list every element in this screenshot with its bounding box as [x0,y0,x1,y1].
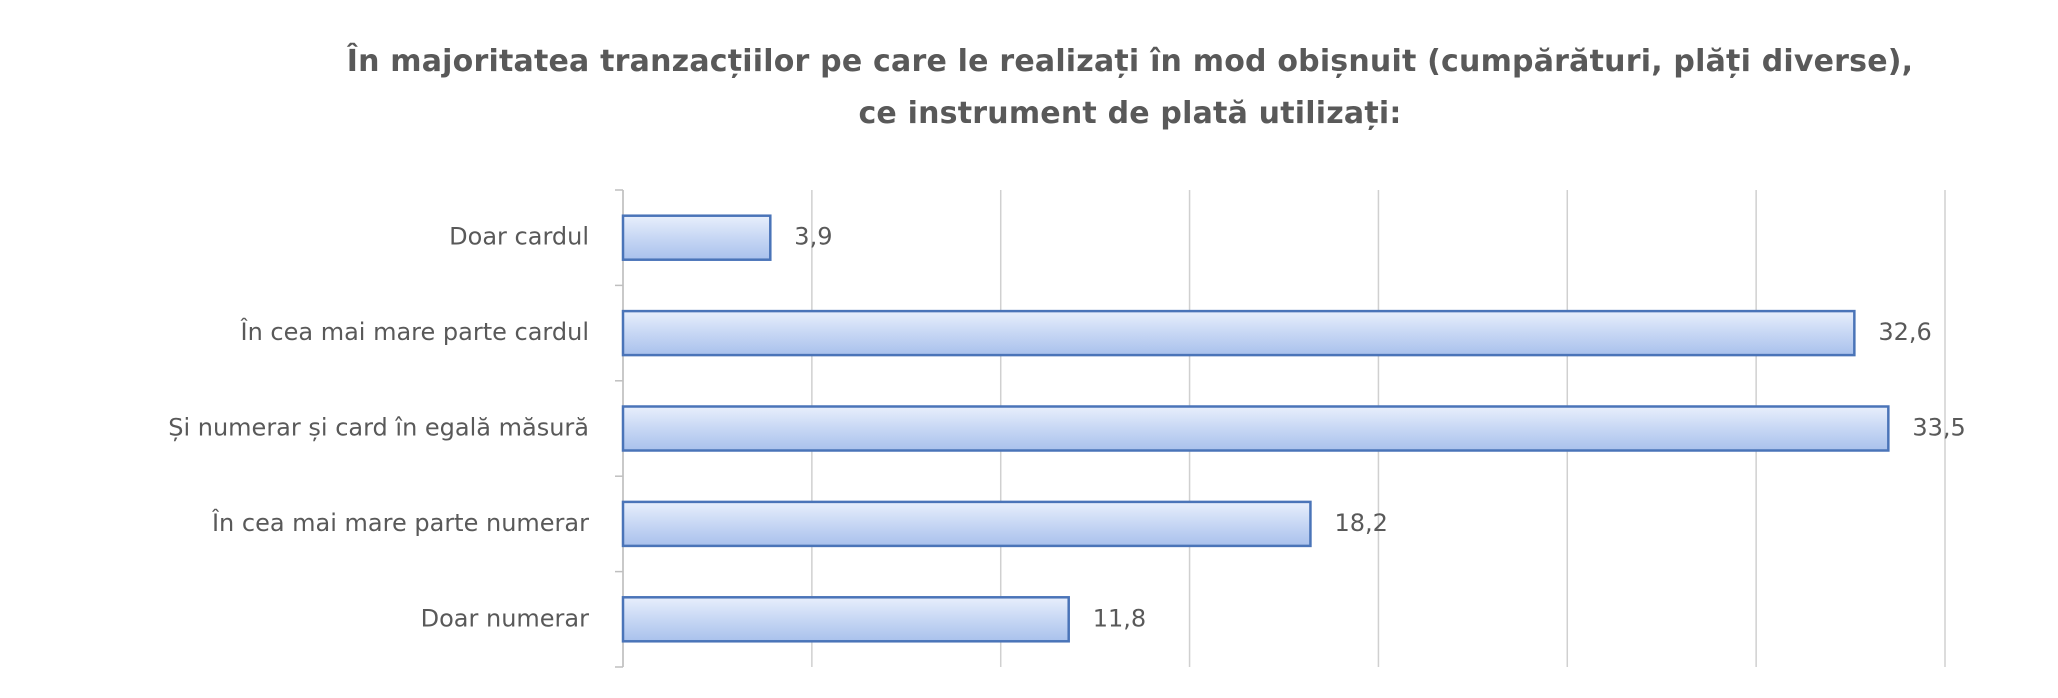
bar [621,500,1312,548]
chart-title: În majoritatea tranzacțiilor pe care le … [346,44,1914,131]
data-label: 11,8 [1093,604,1146,632]
y-tick-label: Doar cardul [449,223,589,251]
data-label: 18,2 [1334,509,1387,537]
data-label: 33,5 [1912,414,1965,442]
bar [621,596,1070,643]
y-tick-label: În cea mai mare parte numerar [211,508,589,537]
y-tick-label: În cea mai mare parte cardul [240,317,590,346]
bar [621,309,1856,357]
data-label: 32,6 [1878,318,1931,346]
bar [621,214,772,261]
data-label: 3,9 [794,223,832,251]
bar [621,405,1890,452]
y-tick-label: Doar numerar [421,604,590,632]
y-tick-label: Și numerar și card în egală măsură [168,414,589,442]
